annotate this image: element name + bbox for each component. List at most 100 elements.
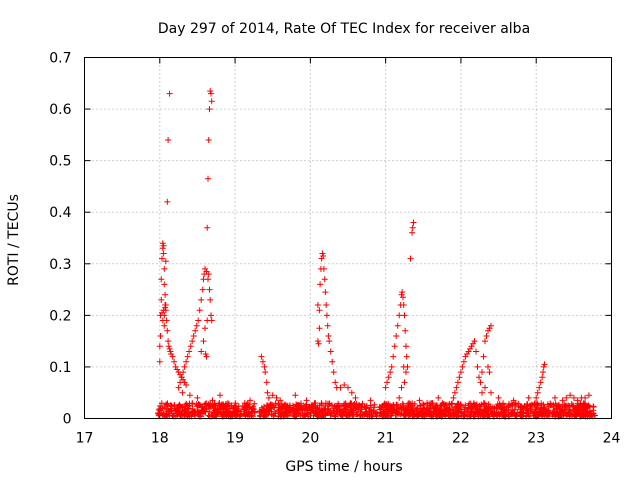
data-point <box>277 397 284 404</box>
data-point <box>396 394 403 401</box>
data-point <box>205 276 211 283</box>
data-point <box>165 137 172 143</box>
data-point-background <box>293 401 300 408</box>
data-point <box>273 394 280 401</box>
data-point <box>217 392 223 399</box>
data-point <box>160 242 167 249</box>
data-point-background <box>268 404 275 411</box>
data-point-background <box>222 402 229 409</box>
data-point-background <box>476 402 483 409</box>
data-point-background <box>514 409 521 416</box>
data-point <box>450 394 457 401</box>
data-point <box>207 88 214 94</box>
data-point-background <box>443 406 450 413</box>
x-axis-label: GPS time / hours <box>285 459 402 475</box>
x-tick-label: 23 <box>527 431 545 447</box>
data-point <box>209 397 216 404</box>
data-point <box>259 358 266 365</box>
data-point-background <box>347 403 354 410</box>
data-point-background <box>518 412 525 419</box>
data-point-background <box>577 401 584 408</box>
data-point-background <box>367 404 374 411</box>
data-point <box>337 384 344 391</box>
data-point <box>169 353 176 360</box>
data-point-background <box>232 411 238 417</box>
data-point-background <box>330 405 337 412</box>
data-point-background <box>320 412 326 419</box>
data-point <box>208 90 214 97</box>
data-point-background <box>558 412 565 419</box>
data-point <box>401 312 408 319</box>
data-point <box>407 255 414 262</box>
data-point <box>265 394 272 401</box>
data-point-background <box>384 408 391 415</box>
data-point-background <box>573 408 580 415</box>
data-point <box>435 394 442 401</box>
data-point <box>454 379 461 386</box>
data-point-background <box>567 410 574 417</box>
data-point <box>387 369 394 376</box>
data-point-background <box>328 411 335 418</box>
data-point <box>161 265 168 272</box>
data-point-background <box>553 405 560 412</box>
data-point-background <box>498 405 505 412</box>
data-point <box>525 394 532 401</box>
x-tick-label: 18 <box>151 431 169 447</box>
data-point-background <box>493 410 499 417</box>
data-point <box>186 348 193 355</box>
data-point-background <box>537 411 544 418</box>
data-point <box>473 348 479 355</box>
data-point <box>567 392 574 399</box>
data-point <box>471 338 478 345</box>
data-point-background <box>387 403 394 410</box>
data-point <box>158 296 165 303</box>
data-point-background <box>547 401 554 408</box>
data-point-background <box>434 411 441 418</box>
data-point <box>409 229 415 236</box>
data-point <box>400 302 407 308</box>
data-point-background <box>328 402 335 409</box>
data-point-background <box>504 404 510 411</box>
data-point <box>582 394 589 401</box>
data-point <box>409 224 416 231</box>
data-point-background <box>363 405 370 412</box>
data-point-background <box>334 404 341 411</box>
data-point-background <box>207 400 214 407</box>
data-point <box>495 394 502 401</box>
data-point-background <box>353 411 360 418</box>
data-point <box>263 379 270 386</box>
data-point-background <box>205 412 212 419</box>
data-point-background <box>164 400 171 407</box>
data-point <box>161 281 168 288</box>
data-point-background <box>441 401 447 407</box>
data-point <box>536 384 543 391</box>
data-point-background <box>327 412 334 419</box>
data-point-background <box>545 408 551 414</box>
data-point-background <box>277 404 284 411</box>
data-point-background <box>181 407 188 414</box>
data-point <box>315 340 322 347</box>
data-point <box>476 374 482 381</box>
data-point-background <box>378 404 385 411</box>
data-point-background <box>591 412 598 419</box>
data-point <box>159 245 166 252</box>
data-point-background <box>366 408 372 415</box>
data-point <box>303 397 310 404</box>
data-point <box>314 338 321 345</box>
data-point <box>541 361 548 368</box>
data-point <box>585 392 592 399</box>
x-tick-label: 21 <box>377 431 395 447</box>
data-point <box>341 382 348 388</box>
data-point-background <box>527 408 534 414</box>
data-point-background <box>162 412 169 419</box>
data-point-background <box>452 405 459 412</box>
data-point <box>563 394 570 401</box>
data-point <box>482 338 488 345</box>
data-point <box>206 286 213 293</box>
data-point-background <box>499 406 506 413</box>
data-point <box>178 374 185 381</box>
data-point <box>325 333 332 339</box>
y-axis-label: ROTI / TECUs <box>6 194 22 286</box>
y-tick-label: 0.7 <box>49 51 71 67</box>
data-point-background <box>296 402 303 409</box>
